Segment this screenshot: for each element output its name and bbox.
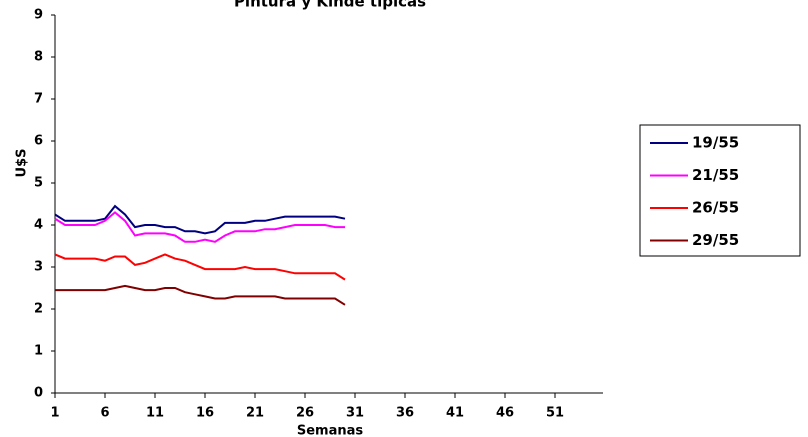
y-tick-label: 1 <box>34 344 43 359</box>
y-tick-label: 0 <box>34 386 43 401</box>
x-tick-label: 31 <box>346 406 364 421</box>
x-tick-label: 11 <box>146 406 164 421</box>
series-line <box>54 204 346 235</box>
y-tick-label: 3 <box>34 260 43 275</box>
x-tick-label: 41 <box>446 406 464 421</box>
x-tick-label: 26 <box>296 406 314 421</box>
y-tick-label: 5 <box>34 176 43 191</box>
x-tick-label: 46 <box>496 406 514 421</box>
legend-label: 26/55 <box>692 199 739 217</box>
y-tick-label: 2 <box>34 302 43 317</box>
x-tick-label: 16 <box>196 406 214 421</box>
legend-label: 21/55 <box>692 166 739 184</box>
legend-label: 19/55 <box>692 134 739 152</box>
series-line <box>54 211 345 243</box>
y-tick-label: 7 <box>34 92 43 107</box>
series-line <box>55 284 346 306</box>
legend-label: 29/55 <box>692 231 739 249</box>
x-tick-label: 51 <box>546 406 564 421</box>
x-tick-label: 6 <box>100 406 109 421</box>
x-tick-label: 1 <box>50 406 59 421</box>
y-tick-label: 9 <box>34 8 43 23</box>
chart-title: Pintura y Kinde típicas <box>234 0 426 11</box>
y-tick-label: 6 <box>34 134 43 149</box>
x-tick-label: 21 <box>246 406 264 421</box>
x-axis-title: Semanas <box>297 424 364 437</box>
x-tick-label: 36 <box>396 406 414 421</box>
y-tick-label: 4 <box>34 218 43 233</box>
y-axis-title: U$S <box>15 149 30 178</box>
series-line <box>54 253 346 281</box>
y-tick-label: 8 <box>34 50 43 65</box>
legend-box <box>639 124 801 257</box>
